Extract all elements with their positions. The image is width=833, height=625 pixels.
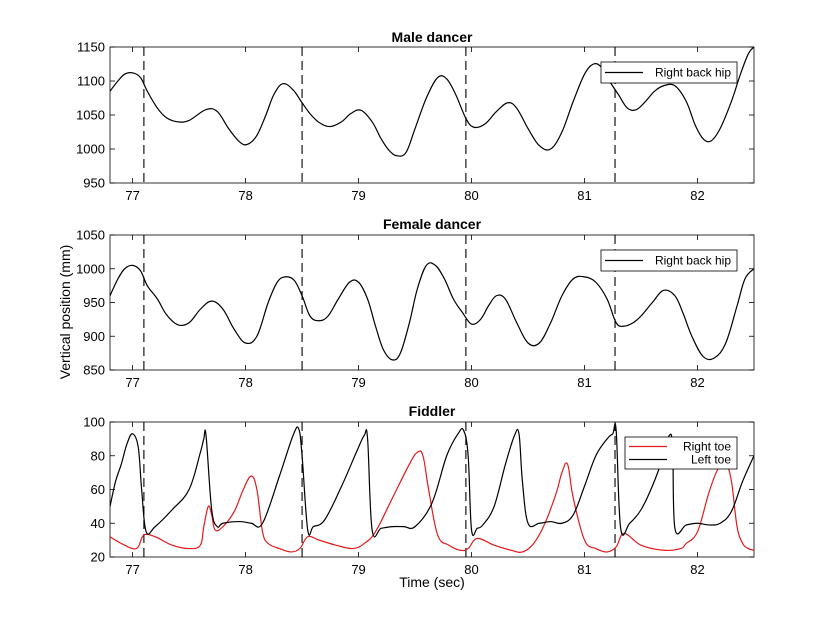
y-tick-label: 80 bbox=[91, 448, 105, 463]
legend: Right back hip bbox=[600, 61, 738, 84]
series-line-right-back-hip bbox=[110, 47, 754, 157]
x-tick-label: 82 bbox=[690, 375, 704, 390]
y-tick-label: 1000 bbox=[76, 261, 105, 276]
x-tick-label: 81 bbox=[577, 188, 591, 203]
panel-female-dancer: Female dancer 77 78 79 80 81 82 850 900 950 1000 1… bbox=[76, 216, 755, 390]
y-tick-label: 40 bbox=[91, 516, 105, 531]
series-line-right-back-hip bbox=[110, 262, 754, 361]
x-tick-label: 82 bbox=[690, 562, 704, 577]
plot-area: 77 78 79 80 81 82 850 900 950 1000 1050 bbox=[76, 228, 755, 390]
x-tick-label: 82 bbox=[690, 188, 704, 203]
series-line-right-toe bbox=[110, 450, 754, 553]
x-tick-label: 80 bbox=[464, 188, 478, 203]
x-tick-label: 78 bbox=[238, 188, 252, 203]
y-tick-label: 20 bbox=[91, 550, 105, 565]
panel-title: Male dancer bbox=[392, 29, 473, 45]
y-tick-label: 850 bbox=[83, 363, 105, 378]
y-tick-label: 1150 bbox=[77, 40, 105, 55]
x-tick-label: 79 bbox=[351, 188, 365, 203]
y-tick-label: 950 bbox=[83, 295, 105, 310]
panel-fiddler: Fiddler 77 78 79 80 81 82 20 40 60 80 100 Right to… bbox=[83, 403, 755, 577]
legend-box bbox=[600, 249, 738, 272]
panel-title: Female dancer bbox=[383, 216, 482, 232]
x-tick-label: 77 bbox=[125, 562, 139, 577]
y-tick-label: 1050 bbox=[76, 228, 105, 243]
x-tick-label: 78 bbox=[238, 375, 252, 390]
x-tick-label: 79 bbox=[351, 562, 365, 577]
x-tick-label: 80 bbox=[464, 562, 478, 577]
x-tick-label: 81 bbox=[577, 375, 591, 390]
x-tick-label: 78 bbox=[238, 562, 252, 577]
x-tick-label: 77 bbox=[125, 375, 139, 390]
y-tick-label: 950 bbox=[83, 176, 105, 191]
legend: Right back hip bbox=[600, 249, 738, 272]
shared-x-axis-label: Time (sec) bbox=[399, 574, 465, 590]
y-tick-label: 900 bbox=[83, 329, 105, 344]
plot-area: 77 78 79 80 81 82 20 40 60 80 100 bbox=[83, 415, 755, 577]
legend-label: Left toe bbox=[691, 453, 731, 467]
y-tick-label: 1000 bbox=[76, 142, 105, 157]
y-tick-label: 1100 bbox=[77, 74, 105, 89]
legend-box bbox=[624, 436, 738, 470]
x-tick-label: 80 bbox=[464, 375, 478, 390]
y-tick-label: 1050 bbox=[76, 108, 105, 123]
legend-box bbox=[600, 61, 738, 84]
x-tick-label: 79 bbox=[351, 375, 365, 390]
series-line-left-toe bbox=[110, 422, 754, 538]
legend-label: Right toe bbox=[683, 440, 731, 454]
shared-y-axis-label: Vertical position (mm) bbox=[57, 245, 73, 380]
legend-label: Right back hip bbox=[655, 66, 731, 80]
panel-male-dancer: Male dancer 77 78 79 80 81 82 950 1000 1050 1100 1… bbox=[76, 29, 755, 203]
plot-area: 77 78 79 80 81 82 950 1000 1050 1100 1150 bbox=[76, 40, 755, 203]
y-tick-label: 60 bbox=[91, 482, 105, 497]
x-tick-label: 81 bbox=[577, 562, 591, 577]
panel-title: Fiddler bbox=[409, 403, 456, 419]
y-tick-label: 100 bbox=[83, 415, 105, 430]
x-tick-label: 77 bbox=[125, 188, 139, 203]
legend-label: Right back hip bbox=[655, 254, 731, 268]
